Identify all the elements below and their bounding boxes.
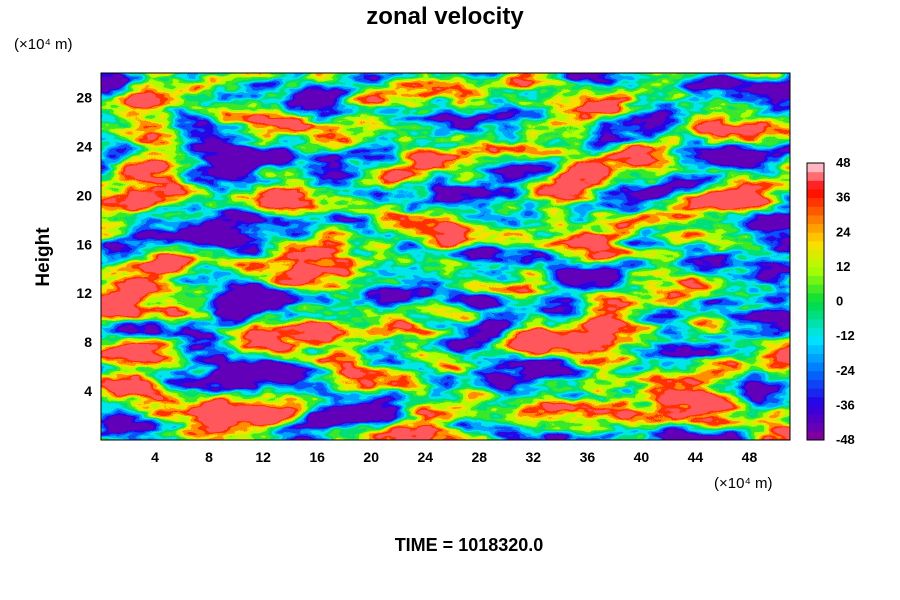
colorbar-tick-label: 36 [836,190,850,205]
colorbar-tick-label: -36 [836,397,855,412]
colorbar-band [807,310,824,320]
field-layer [101,73,790,440]
colorbar-band [807,206,824,216]
y-axis-label: Height [33,227,54,287]
colorbar-band [807,197,824,207]
colorbar-tick-label: 0 [836,294,843,309]
y-tick-label: 20 [76,187,92,203]
colorbar-band [807,327,824,337]
colorbar-band [807,414,824,424]
time-annotation: TIME = 1018320.0 [395,535,544,555]
y-axis-ticks: 4 8 12 16 20 24 28 [76,89,92,399]
x-axis-ticks: 4 8 12 16 20 24 28 32 36 40 44 48 [151,449,757,465]
plot-frame [100,72,791,441]
y-tick-label: 28 [76,89,92,105]
colorbar-band [807,240,824,251]
colorbar-band [807,258,824,268]
x-tick-label: 4 [151,449,159,465]
colorbar-band [807,422,824,432]
colorbar-ticks: 48 36 24 12 0 -12 -24 -36 -48 [836,155,856,447]
colorbar-band [807,396,824,406]
chart-title: zonal velocity [366,3,524,30]
colorbar-band [807,388,824,398]
colorbar-band [807,405,824,415]
colorbar-band [807,223,824,233]
y-tick-label: 8 [84,334,92,350]
x-axis-unit: (×10⁴ m) [714,475,773,492]
colorbar-band [807,180,824,190]
colorbar-band [807,284,824,294]
colorbar-band [807,232,824,242]
x-tick-label: 40 [634,449,650,465]
heatmap-plot-area [101,73,790,440]
colorbar-band [807,266,824,277]
y-tick-label: 12 [76,285,92,301]
y-tick-label: 24 [76,138,92,154]
colorbar-band [807,370,824,380]
x-tick-label: 20 [363,449,379,465]
colorbar-band [807,318,824,328]
colorbar-band [807,171,824,181]
y-axis-unit: (×10⁴ m) [14,36,73,53]
colorbar-frame [806,162,825,441]
colorbar-band [807,292,824,302]
colorbar-tick-label: -12 [836,328,855,343]
colorbar-band [807,379,824,389]
x-tick-label: 12 [255,449,271,465]
x-tick-label: 32 [526,449,542,465]
colorbar-band [807,275,824,285]
colorbar-tick-label: 24 [836,224,851,239]
colorbar-tick-label: 48 [836,155,850,170]
colorbar-band [807,163,824,173]
x-tick-label: 8 [205,449,213,465]
colorbar [806,162,825,441]
colorbar-band [807,188,824,199]
x-tick-label: 44 [688,449,704,465]
colorbar-band [807,249,824,259]
colorbar-tick-label: 12 [836,259,850,274]
x-tick-label: 28 [471,449,487,465]
x-tick-label: 16 [309,449,325,465]
colorbar-band [807,214,824,225]
colorbar-tick-label: -48 [836,432,855,447]
colorbar-band [807,336,824,346]
x-tick-label: 48 [742,449,758,465]
colorbar-band [807,344,824,354]
x-tick-label: 24 [417,449,433,465]
colorbar-band [807,362,824,372]
y-tick-label: 16 [76,236,92,252]
y-tick-label: 4 [84,383,92,399]
colorbar-band [807,353,824,363]
colorbar-tick-label: -24 [836,363,856,378]
colorbar-band [807,431,824,441]
colorbar-band [807,301,824,311]
x-tick-label: 36 [580,449,596,465]
